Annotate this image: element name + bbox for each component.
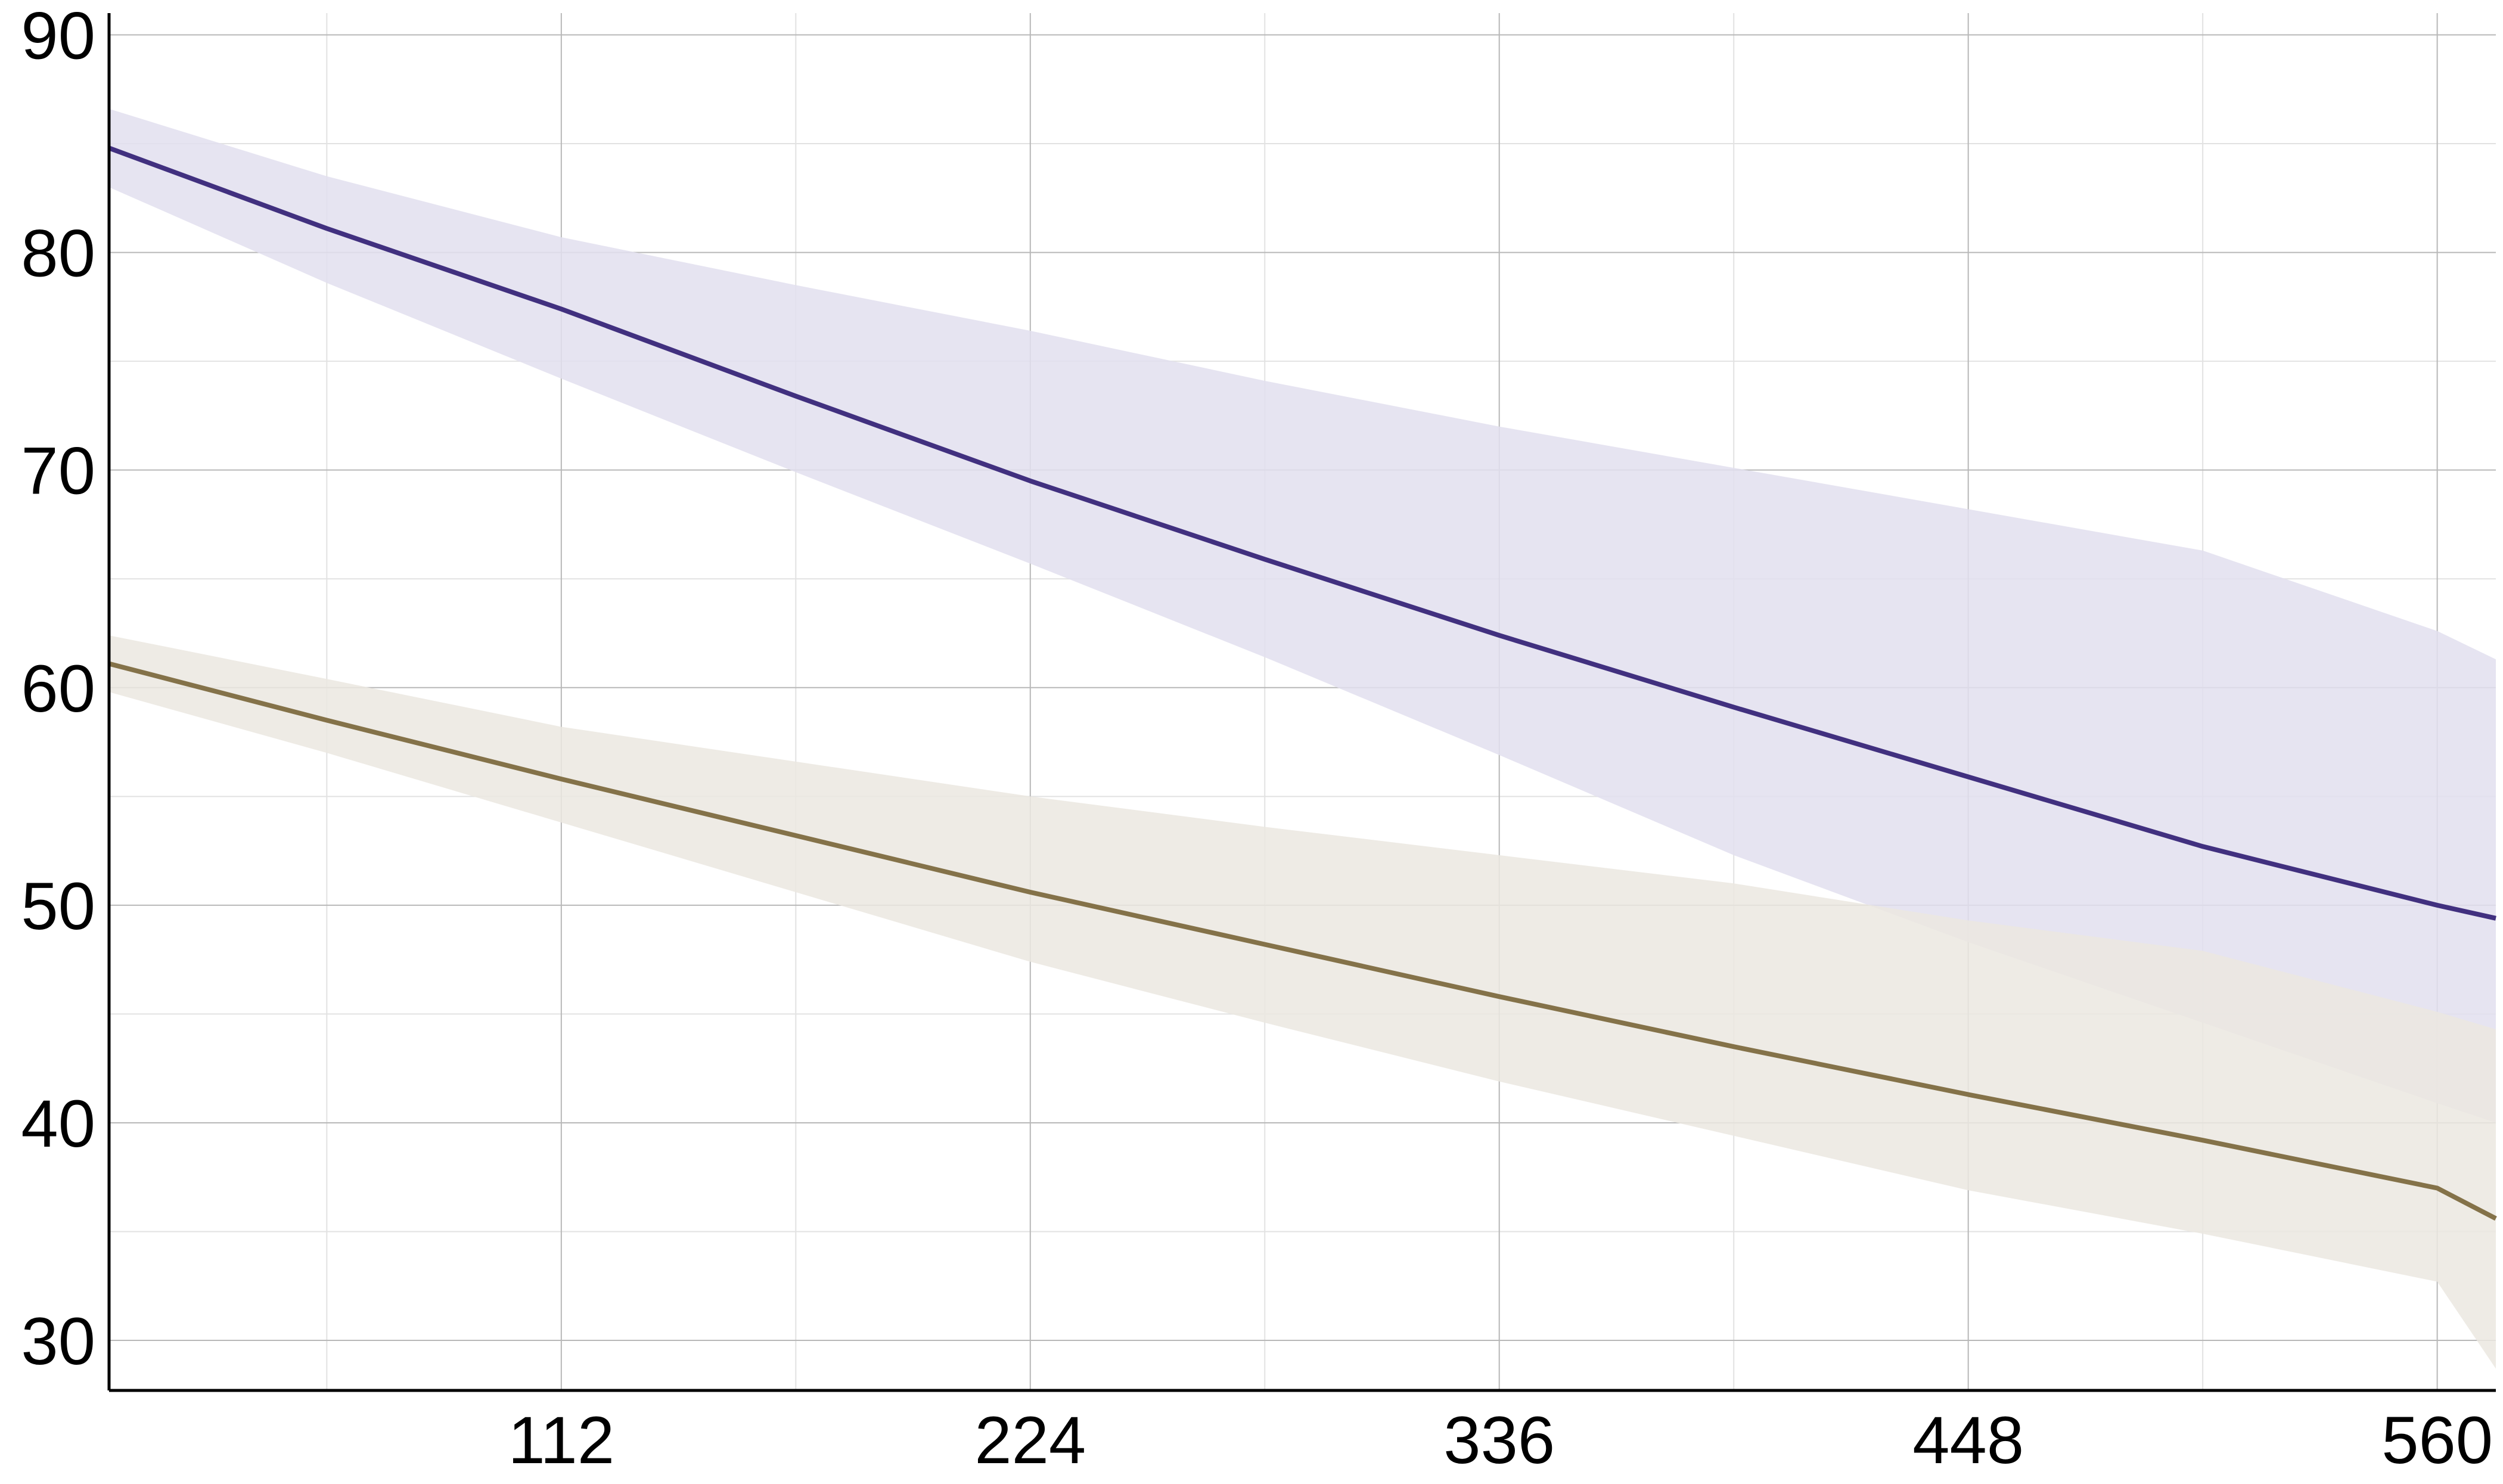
x-tick-label: 336 <box>1443 1403 1555 1477</box>
series-line-1 <box>108 145 2496 921</box>
y-tick-label: 80 <box>21 216 95 291</box>
confidence-bands <box>109 108 2496 1369</box>
y-tick-label: 60 <box>21 651 95 726</box>
x-tick-label: 448 <box>1912 1403 2024 1477</box>
y-tick-label: 40 <box>21 1086 95 1161</box>
confidence-band-2 <box>109 635 2496 1369</box>
x-tick-label: 224 <box>974 1403 1086 1477</box>
axes <box>107 13 2496 1392</box>
y-tick-label: 30 <box>21 1304 95 1379</box>
y-tick-label: 70 <box>21 434 95 508</box>
series-lines <box>108 145 2497 1221</box>
x-tick-label: 560 <box>2381 1403 2493 1477</box>
y-tick-label: 90 <box>21 0 95 73</box>
y-tick-label: 50 <box>21 869 95 943</box>
tick-labels: 112 224 336 448 560 30 40 50 60 70 80 90 <box>21 0 2493 1477</box>
x-tick-label: 112 <box>508 1403 615 1477</box>
series-line-2 <box>108 661 2497 1221</box>
